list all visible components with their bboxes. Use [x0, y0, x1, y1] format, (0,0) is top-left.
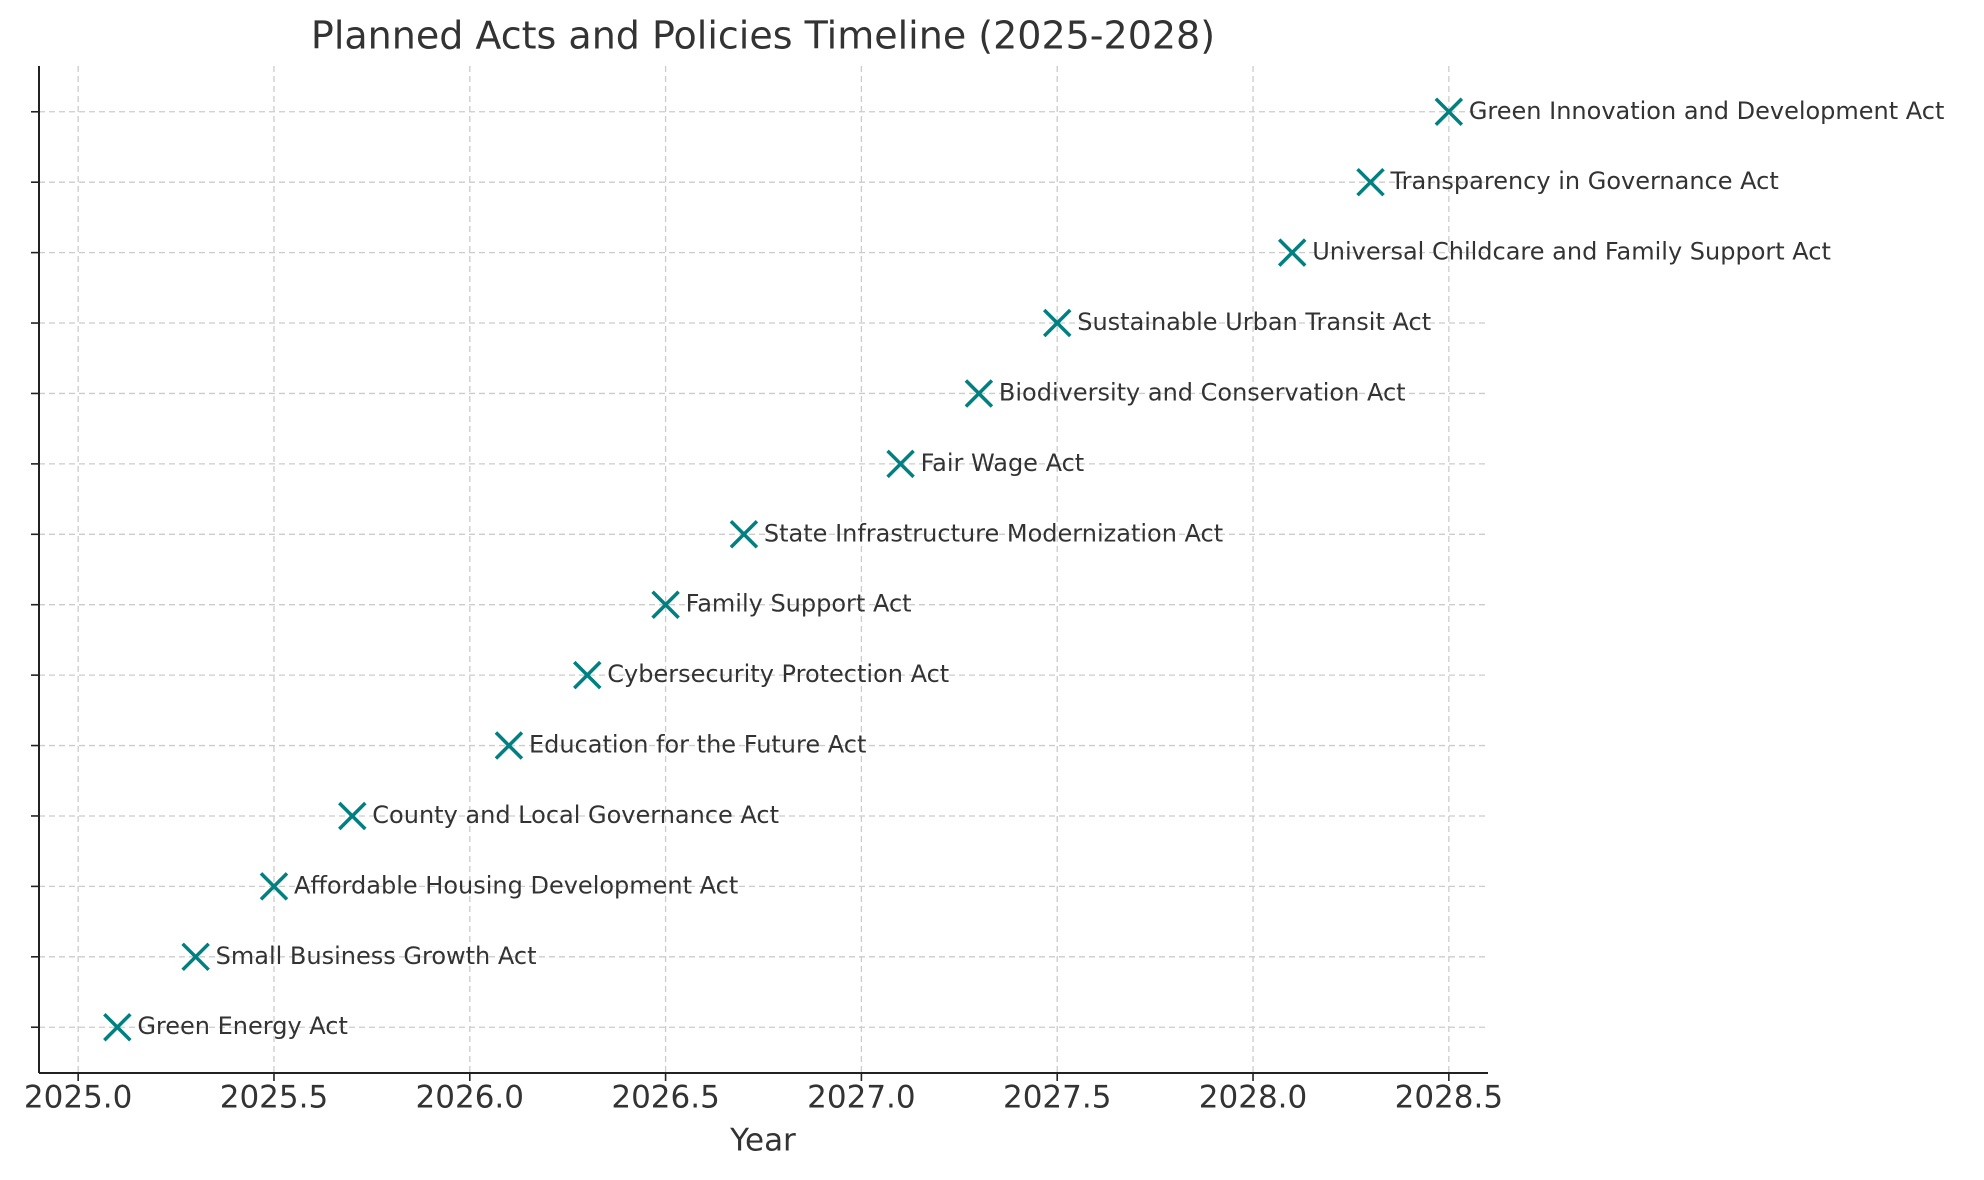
point-annotation: Cybersecurity Protection Act — [607, 660, 949, 688]
point — [1434, 97, 1464, 127]
point-annotation: Biodiversity and Conservation Act — [999, 378, 1406, 406]
x-tick-label: 2027.5 — [1003, 1080, 1111, 1116]
point — [338, 801, 367, 831]
point — [1042, 308, 1072, 338]
point-annotation: Green Energy Act — [137, 1012, 348, 1040]
point — [886, 449, 915, 479]
point-annotation: Small Business Growth Act — [216, 942, 537, 970]
point-annotation: Universal Childcare and Family Support A… — [1312, 238, 1831, 266]
point-annotation: Family Support Act — [686, 590, 912, 618]
x-tick-label: 2025.0 — [24, 1080, 132, 1116]
point — [573, 660, 602, 690]
point — [1356, 167, 1385, 197]
point-annotation: State Infrastructure Modernization Act — [764, 519, 1223, 547]
x-tick-label: 2026.5 — [611, 1080, 719, 1116]
point — [1277, 238, 1307, 267]
point — [494, 731, 524, 760]
x-tick-label: 2027.0 — [807, 1080, 915, 1116]
point-annotation: Fair Wage Act — [921, 449, 1085, 477]
x-tick-label: 2025.5 — [220, 1080, 328, 1116]
point — [651, 590, 680, 619]
point-annotation: Sustainable Urban Transit Act — [1077, 308, 1431, 336]
x-tick-label: 2026.0 — [416, 1080, 524, 1116]
point-annotation: Transparency in Governance Act — [1390, 167, 1779, 195]
chart-title: Planned Acts and Policies Timeline (2025… — [311, 14, 1215, 58]
point — [103, 1012, 132, 1042]
point — [964, 379, 994, 408]
x-tick-label: 2028.0 — [1199, 1080, 1307, 1116]
point — [181, 942, 210, 972]
x-axis-label: Year — [729, 1123, 796, 1159]
point-annotation: Green Innovation and Development Act — [1469, 97, 1945, 125]
point-annotation: Education for the Future Act — [529, 731, 866, 759]
point-annotation: Affordable Housing Development Act — [294, 871, 738, 899]
x-tick-label: 2028.5 — [1395, 1080, 1503, 1116]
point-annotation: County and Local Governance Act — [372, 801, 779, 829]
point — [259, 872, 289, 901]
point — [729, 520, 759, 549]
